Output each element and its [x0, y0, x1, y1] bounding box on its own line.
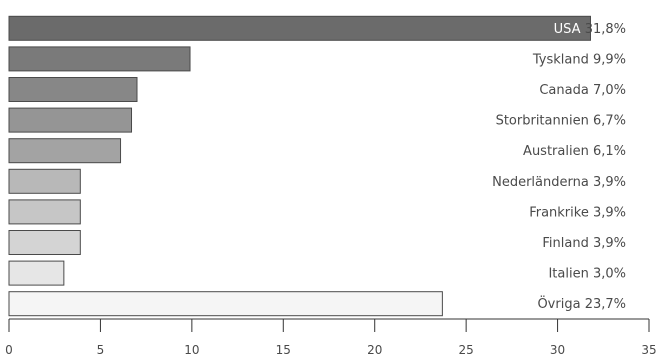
- category-label: Finland: [542, 236, 588, 251]
- x-tick-label: 15: [276, 343, 291, 357]
- value-label: 6,7%: [589, 114, 626, 129]
- category-label: USA: [554, 22, 581, 37]
- bar-label: Australien 6,1%: [523, 144, 626, 159]
- bar-label: Italien 3,0%: [548, 267, 626, 282]
- bar-label: Storbritannien 6,7%: [496, 114, 626, 129]
- x-tick-label: 20: [367, 343, 382, 357]
- category-label: Tyskland: [532, 52, 589, 67]
- bar-label: Finland 3,9%: [542, 236, 626, 251]
- bar-3: [8, 107, 133, 133]
- category-label: Nederländerna: [492, 175, 589, 190]
- bar-label: Frankrike 3,9%: [529, 205, 626, 220]
- bar-1: [8, 46, 191, 72]
- bar-0: [8, 15, 591, 41]
- category-label: Övriga: [537, 295, 580, 312]
- bar-6: [8, 199, 81, 225]
- x-tick-label: 10: [184, 343, 199, 357]
- value-label: 3,9%: [589, 175, 626, 190]
- bar-4: [8, 138, 122, 164]
- bar-label: Nederländerna 3,9%: [492, 175, 626, 190]
- value-label: 6,1%: [589, 144, 626, 159]
- x-axis-ticks: 0 5 10 15 20 25 30 35: [5, 319, 657, 357]
- value-label: 3,0%: [589, 267, 626, 282]
- value-label: 3,9%: [589, 205, 626, 220]
- category-label: Canada: [539, 83, 588, 98]
- category-label: Storbritannien: [496, 114, 589, 129]
- x-tick-label: 5: [97, 343, 105, 357]
- bar-9: [8, 291, 443, 317]
- bar-2: [8, 77, 138, 102]
- bar-7: [8, 230, 81, 255]
- bar-label: Övriga 23,7%: [537, 295, 626, 312]
- bar-labels-group: USA 31,8% Tyskland 9,9% Canada 7,0% Storbri…: [492, 22, 626, 312]
- value-label: 3,9%: [589, 236, 626, 251]
- category-label: Australien: [523, 144, 589, 159]
- x-tick-label: 25: [459, 343, 474, 357]
- x-tick-label: 35: [641, 343, 656, 357]
- category-label: Italien: [548, 267, 588, 282]
- x-tick-label: 30: [550, 343, 565, 357]
- value-label: 9,9%: [589, 52, 626, 67]
- bar-8: [8, 260, 65, 286]
- bar-label: Tyskland 9,9%: [532, 52, 626, 67]
- bar-5: [8, 168, 81, 194]
- value-label: 31,8%: [581, 22, 626, 37]
- category-label: Frankrike: [529, 205, 589, 220]
- bar-label: Canada 7,0%: [539, 83, 626, 98]
- bars-group: [8, 15, 591, 317]
- value-label: 7,0%: [589, 83, 626, 98]
- bar-label: USA 31,8%: [554, 22, 626, 37]
- x-tick-label: 0: [5, 343, 13, 357]
- value-label: 23,7%: [581, 297, 626, 312]
